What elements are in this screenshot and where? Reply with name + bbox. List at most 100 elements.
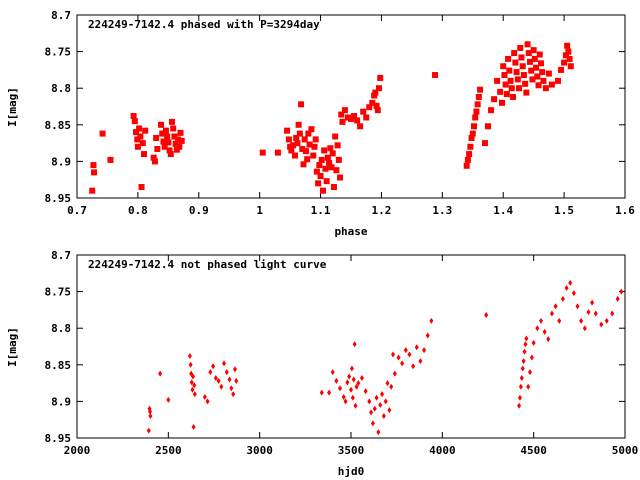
- top-x-tick-label: 1.2: [372, 204, 392, 217]
- top-data-point: [528, 67, 535, 74]
- top-data-point: [317, 173, 324, 180]
- top-data-point: [548, 81, 555, 88]
- bottom-data-point: [349, 386, 353, 393]
- top-data-point: [497, 88, 504, 95]
- top-data-point: [491, 96, 498, 103]
- top-x-tick-label: 1.5: [554, 204, 574, 217]
- top-data-point: [159, 130, 166, 137]
- top-data-point: [512, 59, 519, 66]
- top-data-point: [481, 140, 488, 147]
- bottom-x-axis-label: hjd0: [338, 465, 365, 478]
- top-data-point: [540, 77, 547, 84]
- top-data-point: [306, 141, 313, 148]
- bottom-data-point: [211, 363, 216, 370]
- bottom-data-point: [338, 385, 343, 392]
- top-y-tick-label: 8.7: [51, 9, 71, 22]
- top-data-point: [534, 73, 541, 80]
- bottom-data-point: [517, 394, 522, 401]
- top-data-point: [335, 156, 342, 163]
- top-x-tick-label: 1.6: [615, 204, 635, 217]
- top-data-point: [514, 76, 521, 83]
- bottom-data-point: [190, 386, 195, 393]
- bottom-data-point: [590, 299, 595, 306]
- bottom-y-tick-label: 8.9: [51, 395, 71, 408]
- top-data-point: [536, 51, 543, 58]
- top-data-point: [503, 91, 510, 98]
- bottom-y-axis-label: I[mag]: [6, 327, 19, 367]
- top-data-point: [351, 113, 358, 120]
- top-x-tick-label: 1.1: [311, 204, 331, 217]
- top-data-point: [167, 151, 174, 158]
- top-y-tick-label: 8.8: [51, 82, 71, 95]
- top-data-point: [90, 162, 97, 169]
- bottom-x-tick-label: 3000: [246, 444, 273, 457]
- top-data-point: [301, 136, 308, 143]
- top-x-tick-label: 1.3: [432, 204, 452, 217]
- top-data-point: [319, 187, 326, 194]
- bottom-data-point: [519, 374, 524, 381]
- top-data-point: [354, 117, 361, 124]
- top-data-point: [177, 129, 184, 136]
- top-data-point: [517, 44, 524, 51]
- bottom-data-point: [407, 351, 412, 358]
- top-data-point: [142, 127, 149, 134]
- top-data-point: [564, 42, 571, 49]
- top-data-point: [134, 136, 141, 143]
- top-data-point: [516, 85, 523, 92]
- top-data-point: [377, 74, 384, 81]
- top-data-point: [542, 85, 549, 92]
- bottom-data-point: [575, 303, 580, 310]
- top-data-point: [334, 142, 341, 149]
- top-data-point: [373, 102, 380, 109]
- top-data-point: [477, 86, 484, 93]
- top-data-point: [178, 137, 185, 144]
- top-x-tick-label: 0.7: [67, 204, 87, 217]
- top-data-point: [308, 126, 315, 133]
- top-data-point: [300, 161, 307, 168]
- bottom-data-point: [387, 407, 392, 414]
- top-data-point: [374, 107, 381, 114]
- top-data-point: [326, 159, 333, 166]
- bottom-y-tick-label: 8.75: [45, 286, 72, 299]
- bottom-data-point: [542, 328, 547, 335]
- bottom-data-point: [400, 360, 405, 367]
- bottom-data-point: [376, 429, 381, 436]
- top-data-point: [472, 114, 479, 121]
- top-data-point: [475, 93, 482, 100]
- top-data-point: [466, 151, 473, 158]
- bottom-data-point: [349, 365, 354, 372]
- bottom-data-point: [593, 310, 598, 317]
- top-data-point: [131, 118, 138, 125]
- top-data-point: [485, 123, 491, 130]
- bottom-data-point: [192, 382, 197, 389]
- top-data-point: [506, 67, 513, 74]
- bottom-data-point: [191, 424, 196, 431]
- top-data-point: [357, 123, 364, 130]
- top-panel: 224249-7142.4 phased with P=3294day phas…: [6, 9, 635, 238]
- bottom-data-point: [484, 312, 489, 319]
- top-data-point: [519, 63, 526, 70]
- top-data-point: [170, 125, 177, 132]
- top-data-point: [323, 178, 330, 185]
- bottom-data-point: [219, 383, 224, 390]
- bottom-data-point: [378, 402, 383, 409]
- top-data-point: [508, 85, 515, 92]
- top-data-point: [537, 60, 544, 67]
- top-data-point: [284, 127, 291, 134]
- top-data-point: [136, 125, 143, 132]
- bottom-data-point: [528, 369, 533, 376]
- top-data-point: [525, 50, 532, 57]
- bottom-points: [146, 279, 624, 436]
- bottom-y-tick-label: 8.95: [45, 432, 72, 445]
- top-data-point: [505, 55, 512, 62]
- bottom-data-point: [327, 389, 332, 396]
- top-data-point: [285, 136, 292, 143]
- top-data-point: [139, 140, 146, 147]
- bottom-data-point: [599, 321, 604, 328]
- top-chart-title: 224249-7142.4 phased with P=3294day: [88, 18, 320, 31]
- bottom-data-point: [549, 310, 554, 317]
- top-data-point: [324, 154, 331, 161]
- top-y-tick-label: 8.85: [45, 119, 72, 132]
- top-data-point: [566, 55, 573, 62]
- bottom-data-point: [369, 409, 374, 416]
